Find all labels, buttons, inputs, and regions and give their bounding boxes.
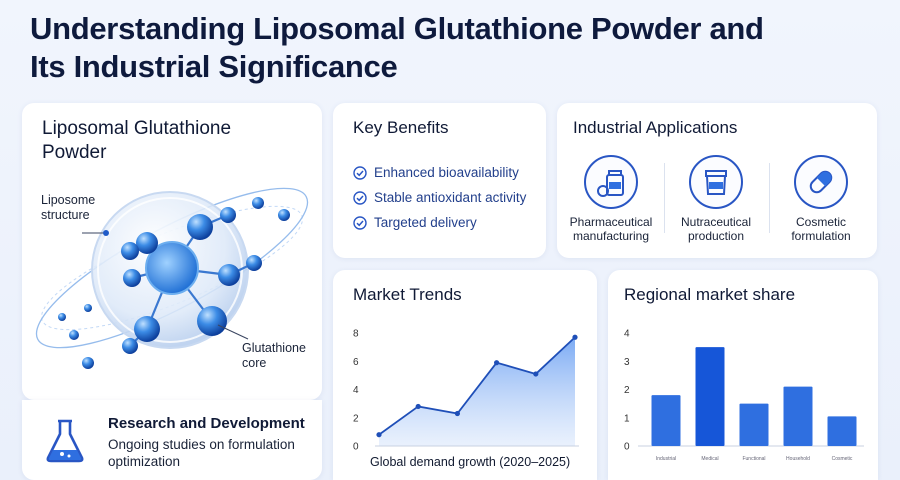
data-point: [454, 410, 460, 417]
y-tick-label: 0: [353, 442, 359, 453]
liposome-card-title: Liposomal Glutathione Powder: [42, 118, 232, 163]
market-trends-chart: 0 2 4 6 8 Global demand growth (2020–2025): [353, 329, 579, 469]
application-label: Cosmetic formulation: [791, 215, 851, 243]
application-item: Nutraceutical production: [666, 155, 766, 243]
research-text: Ongoing studies on formulation optimizat…: [108, 437, 295, 469]
benefit-item: Enhanced bioavailability: [353, 165, 519, 180]
y-tick-label: 4: [624, 329, 630, 340]
application-label: Nutraceutical production: [680, 215, 752, 243]
liposome-card: Liposomal Glutathione Powder: [22, 103, 322, 400]
regional-share-chart: 0 1 2 3 4 Industrial Medical Functional Househol…: [624, 329, 864, 462]
market-trends-title: Market Trends: [353, 285, 462, 304]
market-trends-card: Market Trends 0 2 4 6 8 Global demand growth …: [333, 270, 597, 480]
y-tick-label: 0: [624, 442, 630, 453]
pill-bottle-icon: [584, 155, 638, 209]
regional-share-title: Regional market share: [624, 285, 796, 304]
y-tick-label: 2: [353, 413, 359, 424]
check-circle-icon: [353, 215, 367, 230]
benefit-label: Targeted delivery: [374, 215, 477, 230]
core-label: Glutathione core: [242, 341, 306, 370]
x-tick-label: Functional: [742, 456, 765, 462]
research-title: Research and Development: [108, 415, 305, 432]
application-item: Pharmaceutical manufacturing: [561, 155, 661, 243]
y-tick-label: 3: [624, 357, 630, 368]
research-card: Research and Development Ongoing studies…: [22, 400, 322, 480]
bar: [651, 395, 681, 446]
data-point: [533, 371, 539, 377]
liposome-illustration: [35, 187, 309, 369]
bar: [739, 403, 769, 446]
check-circle-icon: [353, 165, 367, 180]
liposome-label: Liposome structure: [41, 193, 96, 222]
divider: [769, 163, 770, 233]
application-label: Pharmaceutical manufacturing: [569, 215, 653, 243]
series-line: [378, 336, 576, 436]
x-axis-label: Global demand growth (2020–2025): [370, 455, 570, 469]
data-point: [572, 334, 578, 340]
industry-card: Industrial Applications Pharmaceutical m…: [557, 103, 877, 258]
x-tick-label: Medical: [701, 456, 718, 462]
y-tick-label: 4: [353, 385, 359, 396]
page-title: Understanding Liposomal Glutathione Powd…: [30, 11, 764, 84]
benefits-card: Key Benefits Enhanced bioavailability St…: [333, 103, 546, 258]
application-item: Cosmetic formulation: [771, 155, 871, 243]
bar: [827, 416, 857, 446]
area-fill: [379, 337, 575, 446]
data-point: [415, 403, 421, 410]
check-circle-icon: [353, 190, 367, 205]
y-tick-label: 6: [353, 357, 359, 368]
y-tick-label: 8: [353, 329, 359, 340]
divider: [664, 163, 665, 233]
capsule-icon: [794, 155, 848, 209]
x-tick-label: Household: [786, 456, 810, 462]
benefit-item: Stable antioxidant activity: [353, 190, 526, 205]
bar: [695, 347, 725, 446]
supplement-jar-icon: [689, 155, 743, 209]
data-point: [376, 432, 382, 438]
y-tick-label: 2: [624, 385, 630, 396]
y-tick-label: 1: [624, 413, 630, 424]
x-tick-label: Industrial: [656, 456, 676, 462]
benefits-title: Key Benefits: [353, 118, 449, 137]
industry-title: Industrial Applications: [573, 118, 738, 137]
bar: [783, 386, 813, 446]
x-tick-label: Cosmetic: [832, 456, 853, 462]
regional-share-card: Regional market share 0 1 2 3 4 Industrial Med…: [608, 270, 878, 480]
flask-icon: [44, 418, 86, 469]
benefit-label: Stable antioxidant activity: [374, 190, 527, 205]
benefit-item: Targeted delivery: [353, 215, 477, 230]
data-point: [494, 360, 500, 366]
benefit-label: Enhanced bioavailability: [374, 165, 519, 180]
